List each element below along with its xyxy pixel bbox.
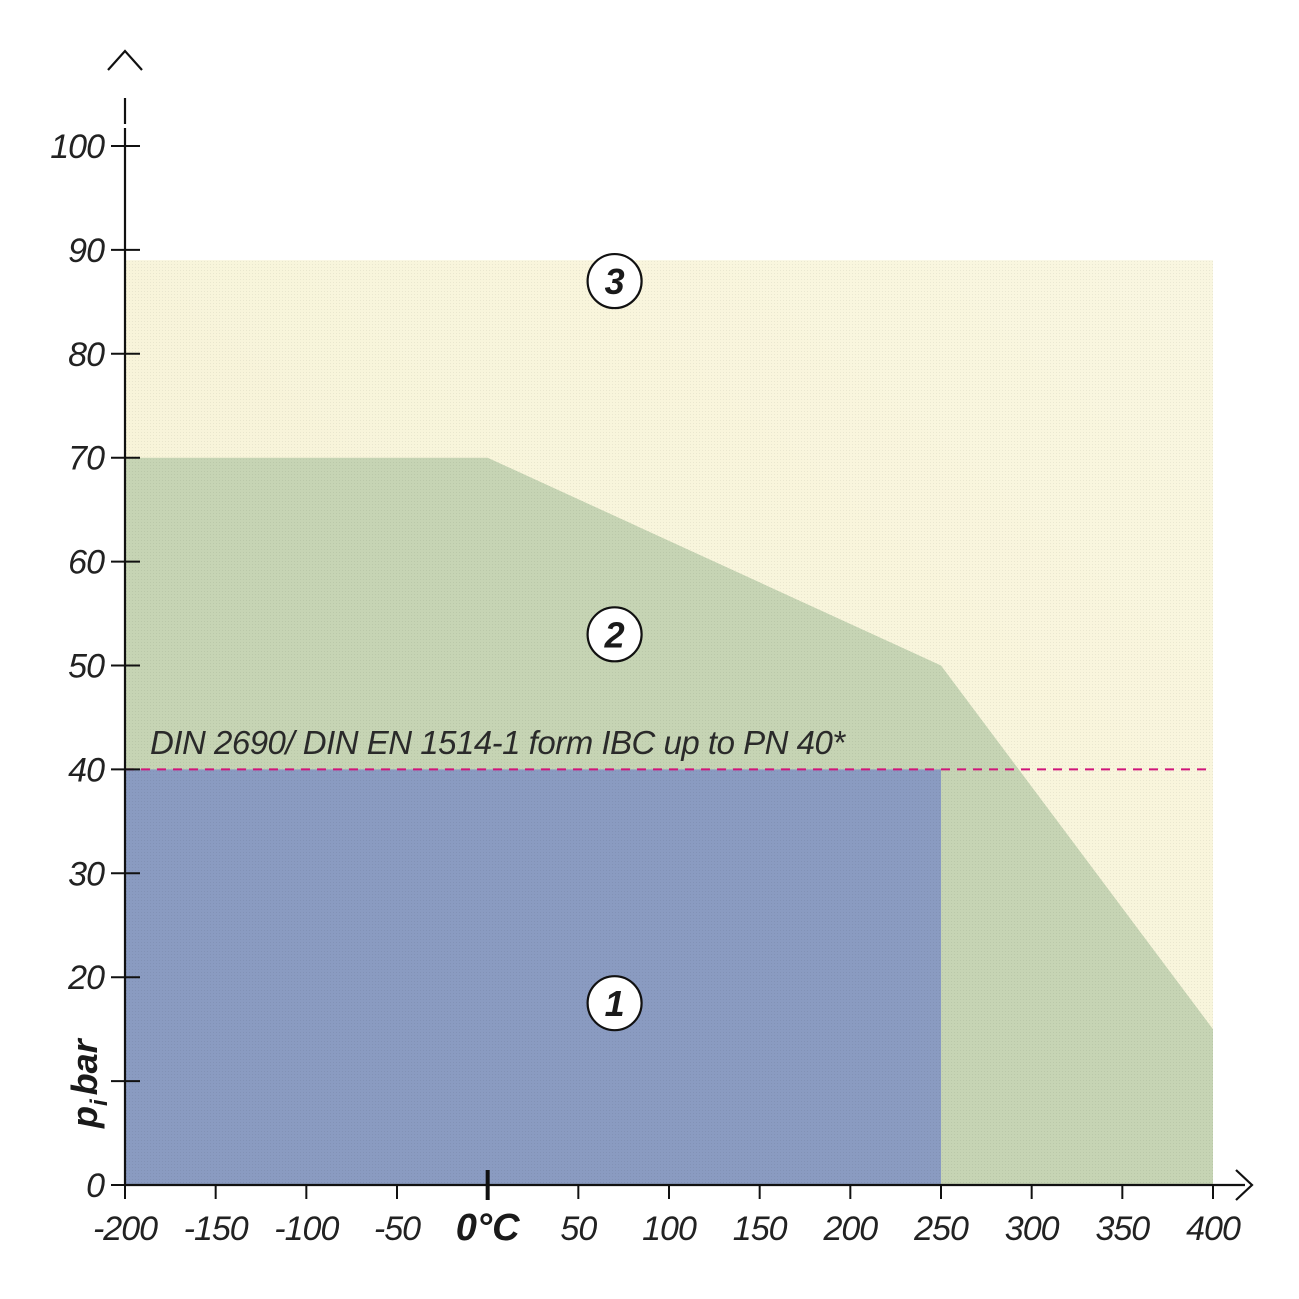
zone-3-label: 3 [605, 261, 625, 302]
y-tick-label: 30 [68, 855, 105, 893]
y-tick-label: 60 [68, 544, 105, 582]
zone-3-marker [586, 252, 643, 310]
y-axis-label: pi bar [64, 1037, 113, 1129]
zone-2-marker [586, 606, 643, 663]
x-tick-label: 200 [822, 1210, 878, 1248]
x-tick-label: 50 [560, 1210, 597, 1248]
zone-1-label: 1 [605, 983, 625, 1024]
x-tick-label: 100 [642, 1210, 697, 1248]
y-tick-label: 100 [50, 128, 105, 166]
y-tick-label: 40 [68, 751, 105, 789]
y-tick-label: 50 [68, 648, 105, 686]
y-axis-label-unit: bar [64, 1037, 105, 1095]
labels-layer: -200 -150 -100 -50 50 100 150 200 250 300 350 4000°… [50, 128, 1242, 1249]
zone-1-texture [125, 769, 941, 1185]
x-tick-label: 300 [1005, 1210, 1060, 1248]
y-tick-label: 80 [68, 336, 105, 374]
y-axis-label-subscript: i [86, 1098, 113, 1106]
zone-1-marker [586, 975, 643, 1032]
din-annotation: DIN 2690/ DIN EN 1514-1 form IBC up to P… [150, 724, 846, 761]
x-tick-label: 350 [1095, 1210, 1150, 1248]
regions-layer [125, 260, 1213, 1185]
y-tick-label: 70 [68, 440, 105, 478]
x-axis-arrow [1235, 1169, 1254, 1201]
x-tick-label: 400 [1186, 1210, 1241, 1248]
y-tick-label: 0 [86, 1167, 105, 1205]
y-tick-label: 20 [67, 959, 105, 997]
y-tick-label: 90 [68, 232, 105, 270]
x-tick-label: -50 [374, 1210, 421, 1248]
y-axis-arrow [107, 49, 143, 71]
x-tick-label: 250 [913, 1210, 969, 1248]
x-tick-label: -150 [184, 1210, 249, 1248]
axes-layer [107, 49, 1254, 1201]
x-tick-label: -100 [274, 1210, 339, 1248]
x-tick-label: -200 [93, 1210, 158, 1248]
x-zero-label: 0°C [456, 1207, 520, 1249]
y-axis-label-symbol: p [64, 1106, 105, 1129]
zone-2-label: 2 [604, 614, 625, 655]
x-tick-label: 150 [733, 1210, 788, 1248]
